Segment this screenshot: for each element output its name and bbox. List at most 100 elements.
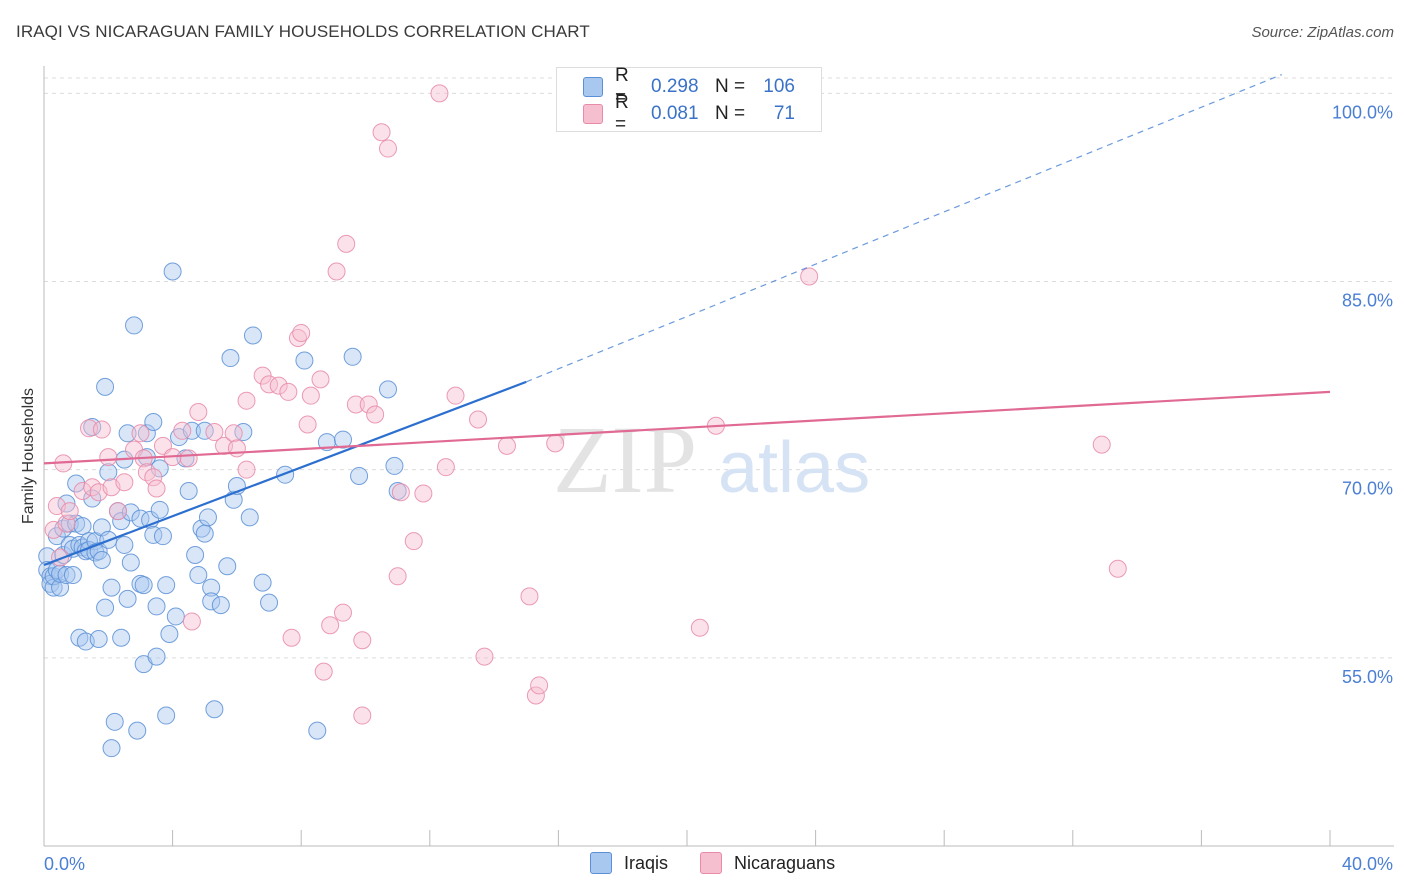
nicaraguan-point [404,532,423,551]
legend-n-label: N = [715,76,746,97]
iraqi-point [379,380,398,399]
y-tick-label: 55.0% [1342,667,1393,687]
iraqi-point [112,628,131,647]
y-tick-label: 85.0% [1342,291,1393,311]
y-tick-label: 100.0% [1332,102,1393,122]
nicaraguan-point [353,631,372,650]
nicaraguan-point [51,548,70,567]
iraqi-point [121,553,140,572]
chart-title: IRAQI VS NICARAGUAN FAMILY HOUSEHOLDS CO… [16,22,590,41]
iraqi-point [343,347,362,366]
source-credit: Source: ZipAtlas.com [1251,24,1394,41]
nicaraguan-point [288,328,307,347]
series-label-iraqis: Iraqis [624,852,669,873]
iraqi-point [333,430,352,449]
iraqi-point [192,519,211,538]
legend-r-value-nicaraguan: 0.081 [651,103,699,124]
iraqi-point [96,598,115,617]
iraqi-point [89,630,108,649]
iraqi-point [105,712,124,731]
iraqi-point [147,597,166,616]
iraqi-point [121,503,140,522]
iraqi-point [218,557,237,576]
legend-n-value-iraqi: 106 [763,76,795,97]
legend-row-iraqi: R = 0.298 N = 106 [583,65,795,108]
nicaraguan-point [282,628,301,647]
iraqi-point [166,607,185,626]
legend-swatch-nicaraguan [583,104,603,124]
iraqi-point [276,465,295,484]
nicaraguan-point [260,375,279,394]
iraqi-point [163,262,182,281]
iraqi-point [195,421,214,440]
nicaraguan-point [279,382,298,401]
iraqi-point [189,566,208,585]
iraqi-point [147,647,166,666]
iraqi-point [134,576,153,595]
nicaraguan-point [430,84,449,103]
nicaraguan-point [205,423,224,442]
nicaraguan-point [147,479,166,498]
iraqi-point [118,424,137,443]
iraqi-point [125,316,144,335]
iraqi-point [115,535,134,554]
nicaraguan-point [131,424,150,443]
watermark: ZIP atlas [553,406,870,513]
iraqi-point [195,524,214,543]
x-tick-label: 40.0% [1342,854,1393,874]
y-axis-label: Family Households [20,388,37,524]
axes [43,66,1394,847]
nicaraguan-point [182,612,201,631]
iraqi-trend-line [43,380,527,567]
series-swatch-nicaraguans [700,852,723,874]
iraqi-point [198,508,217,527]
nicaraguan-point [237,391,256,410]
nicaraguan-point [108,502,127,521]
nicaraguan-point [388,567,407,586]
nicaraguan-point [526,686,545,705]
nicaraguan-point [1108,559,1127,578]
nicaraguan-point [366,405,385,424]
iraqi-point [202,592,221,611]
nicaraguan-points [44,84,1127,725]
iraqi-trend-extension [526,73,1283,383]
nicaraguan-point [173,421,192,440]
nicaraguan-point [253,366,272,385]
iraqi-point [157,576,176,595]
nicaraguan-point [546,434,565,453]
nicaraguan-point [269,376,288,395]
iraqi-point [137,424,156,443]
iraqi-point [118,589,137,608]
iraqi-point [317,433,336,452]
trend-lines [43,73,1331,567]
iraqi-point [243,326,262,345]
nicaraguan-point [436,458,455,477]
series-label-nicaraguans: Nicaraguans [734,852,836,873]
iraqi-point [182,421,201,440]
iraqi-point [92,550,111,569]
iraqi-point [128,721,147,740]
nicaraguan-point [337,234,356,253]
iraqi-point [99,463,118,482]
series-legend-iraqis[interactable]: Iraqis [590,852,668,874]
nicaraguan-point [92,420,111,439]
nicaraguan-point [144,468,163,487]
nicaraguan-point [73,482,92,501]
nicaraguan-point [372,123,391,142]
iraqi-point [157,706,176,725]
nicaraguan-point [189,402,208,421]
iraqi-point [102,739,121,758]
grid-lines [44,77,1394,659]
nicaraguan-point [301,386,320,405]
nicaraguan-point [346,395,365,414]
watermark-atlas: atlas [718,428,870,508]
iraqi-point [202,578,221,597]
legend-r-label: R = [615,92,629,135]
nicaraguan-point [224,424,243,443]
iraqi-point [131,509,150,528]
nicaraguan-point [333,603,352,622]
series-legend-nicaraguans[interactable]: Nicaraguans [700,852,835,874]
nicaraguan-point [1092,435,1111,454]
nicaraguan-point [446,386,465,405]
